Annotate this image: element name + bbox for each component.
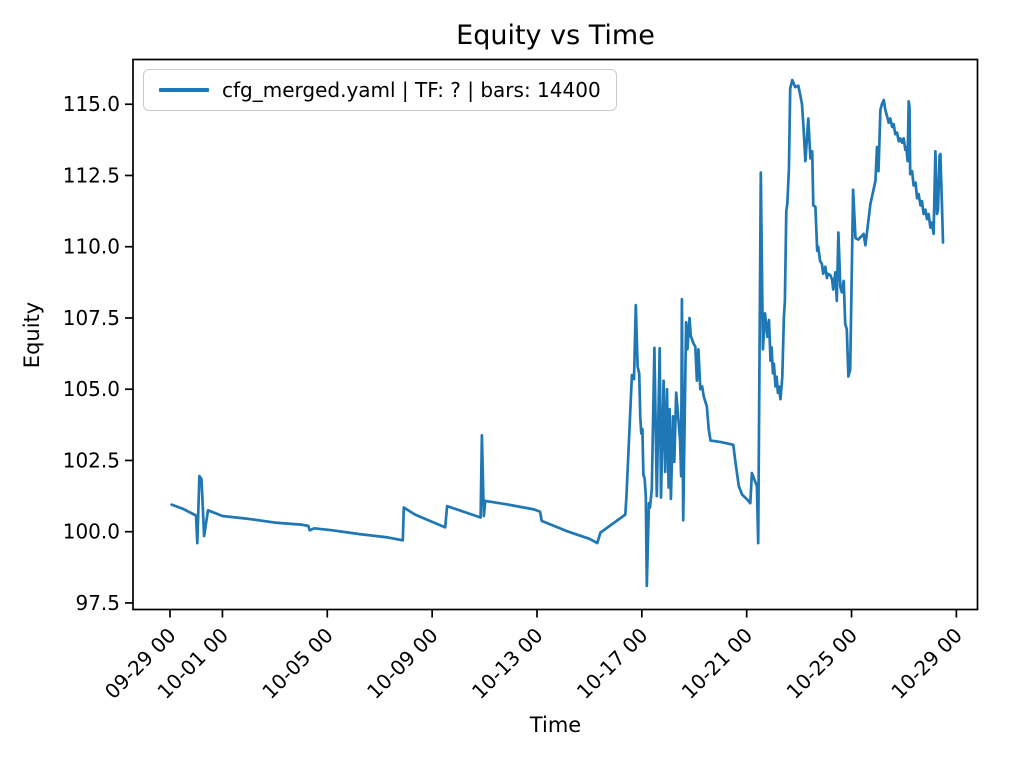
x-axis-label: Time <box>529 713 582 737</box>
x-tick-label: 10-05 00 <box>257 623 338 704</box>
y-tick-label: 107.5 <box>63 306 120 330</box>
x-tick-label: 10-13 00 <box>467 623 548 704</box>
y-tick-label: 102.5 <box>63 448 120 472</box>
legend-line-swatch <box>159 88 209 92</box>
x-tick-label: 10-21 00 <box>677 623 758 704</box>
y-tick-label: 112.5 <box>63 163 120 187</box>
plot-border <box>132 58 979 611</box>
y-tick-label: 115.0 <box>63 92 120 116</box>
legend-label: cfg_merged.yaml | TF: ? | bars: 14400 <box>222 78 601 102</box>
x-tick-label: 10-09 00 <box>362 623 443 704</box>
chart-title: Equity vs Time <box>456 20 655 51</box>
legend: cfg_merged.yaml | TF: ? | bars: 14400 <box>143 69 617 111</box>
equity-line <box>170 78 945 588</box>
y-tick-label: 110.0 <box>63 235 120 259</box>
y-tick-label: 97.5 <box>75 591 120 615</box>
x-tick-label: 10-17 00 <box>572 623 653 704</box>
y-tick-label: 100.0 <box>63 520 120 544</box>
y-axis-label: Equity <box>20 301 44 369</box>
x-tick-label: 10-25 00 <box>782 623 863 704</box>
y-tick-label: 105.0 <box>63 377 120 401</box>
x-tick-label: 10-29 00 <box>886 623 967 704</box>
